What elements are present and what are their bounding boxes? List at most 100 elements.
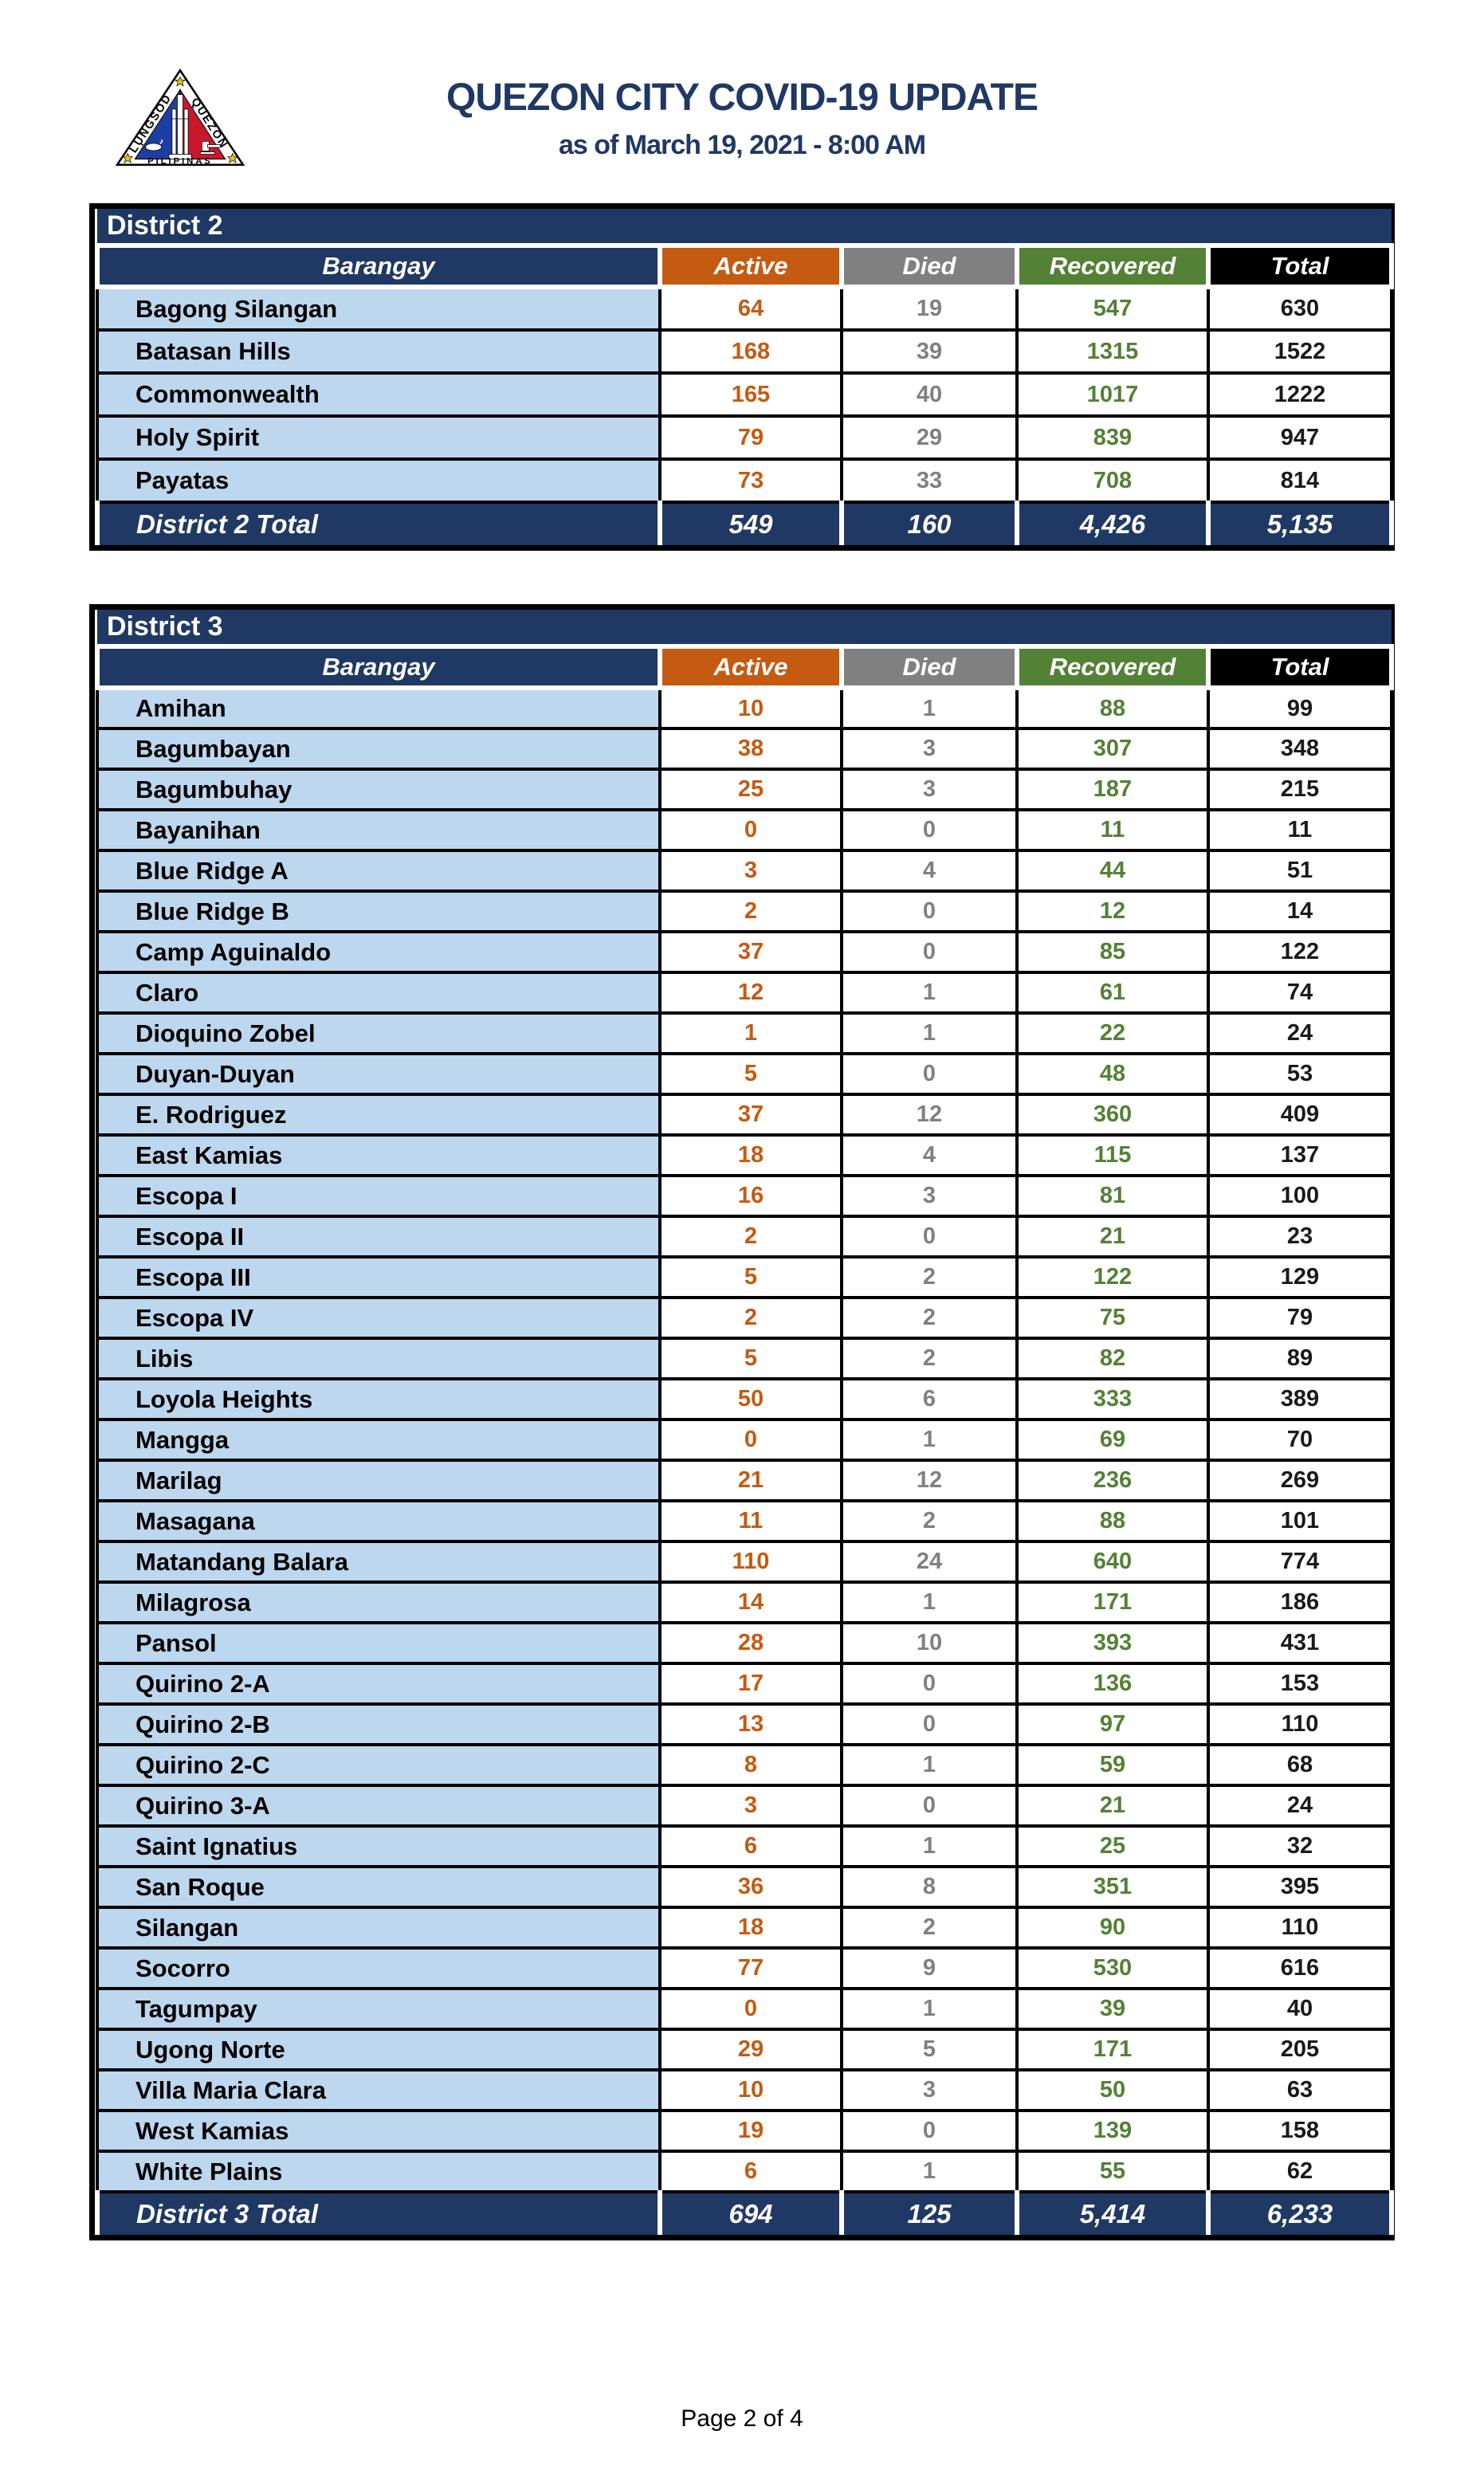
died-cell: 3 <box>840 768 1019 811</box>
barangay-cell: Socorro <box>96 1946 662 1990</box>
died-cell: 1 <box>840 1824 1019 1868</box>
table-row: Pansol 28 10 393 431 <box>96 1621 1393 1665</box>
active-cell: 110 <box>658 1540 843 1584</box>
table-row: Bagumbayan 38 3 307 348 <box>96 727 1393 771</box>
active-cell: 21 <box>658 1459 843 1502</box>
died-cell: 0 <box>840 1052 1019 1096</box>
active-cell: 5 <box>658 1052 843 1096</box>
table-row: Blue Ridge B 2 0 12 14 <box>96 889 1393 933</box>
total-cell: 947 <box>1207 414 1393 461</box>
died-cell: 2 <box>840 1906 1019 1950</box>
total-cell: 100 <box>1207 1174 1393 1218</box>
recovered-cell: 11 <box>1015 808 1210 852</box>
died-cell: 1 <box>840 1987 1019 2031</box>
died-cell: 1 <box>840 971 1019 1015</box>
recovered-cell: 351 <box>1015 1865 1210 1909</box>
page-subtitle: as of March 19, 2021 - 8:00 AM <box>558 130 926 160</box>
died-cell: 12 <box>840 1459 1019 1502</box>
barangay-cell: Mangga <box>96 1418 662 1462</box>
died-cell: 19 <box>840 285 1019 332</box>
died-cell: 1 <box>840 1418 1019 1462</box>
barangay-cell: Escopa III <box>96 1255 662 1299</box>
died-cell: 9 <box>840 1946 1019 1990</box>
died-cell: 24 <box>840 1540 1019 1584</box>
table-row: Dioquino Zobel 1 1 22 24 <box>96 1011 1393 1055</box>
recovered-cell: 139 <box>1015 2109 1210 2153</box>
total-cell: 348 <box>1207 727 1393 771</box>
active-cell: 50 <box>658 1377 843 1421</box>
column-header-barangay: Barangay <box>95 245 662 289</box>
column-header-row: Barangay Active Died Recovered Total <box>95 245 1394 289</box>
seal-lamp-icon <box>139 139 163 151</box>
active-cell: 18 <box>658 1906 843 1950</box>
table-row: E. Rodriguez 37 12 360 409 <box>96 1093 1393 1137</box>
district-total-row: District 3 Total 694 125 5,414 6,233 <box>95 2190 1394 2235</box>
recovered-cell: 530 <box>1015 1946 1210 1990</box>
barangay-cell: E. Rodriguez <box>96 1093 662 1137</box>
died-cell: 2 <box>840 1255 1019 1299</box>
table-row: Matandang Balara 110 24 640 774 <box>96 1540 1393 1584</box>
barangay-cell: Quirino 3-A <box>96 1784 662 1828</box>
district-total-recovered: 4,426 <box>1015 501 1211 545</box>
recovered-cell: 22 <box>1015 1011 1210 1055</box>
total-cell: 814 <box>1207 457 1393 504</box>
barangay-cell: Milagrosa <box>96 1581 662 1624</box>
recovered-cell: 136 <box>1015 1662 1210 1706</box>
district-total-row: District 2 Total 549 160 4,426 5,135 <box>95 501 1394 545</box>
column-header-died: Died <box>839 245 1019 289</box>
total-cell: 774 <box>1207 1540 1393 1584</box>
died-cell: 0 <box>840 1702 1019 1746</box>
died-cell: 5 <box>840 2028 1019 2071</box>
district-total-died: 125 <box>839 2190 1019 2235</box>
died-cell: 3 <box>840 2068 1019 2112</box>
total-cell: 205 <box>1207 2028 1393 2071</box>
barangay-cell: Loyola Heights <box>96 1377 662 1421</box>
active-cell: 16 <box>658 1174 843 1218</box>
died-cell: 33 <box>840 457 1019 504</box>
active-cell: 8 <box>658 1743 843 1787</box>
barangay-cell: Quirino 2-C <box>96 1743 662 1787</box>
barangay-cell: Tagumpay <box>96 1987 662 2031</box>
barangay-cell: Camp Aguinaldo <box>96 930 662 974</box>
total-cell: 122 <box>1207 930 1393 974</box>
barangay-cell: Bagumbayan <box>96 727 662 771</box>
district-total-active: 549 <box>658 501 844 545</box>
column-header-total: Total <box>1206 245 1394 289</box>
table-row: Escopa III 5 2 122 129 <box>96 1255 1393 1299</box>
barangay-cell: Duyan-Duyan <box>96 1052 662 1096</box>
table-row: Claro 12 1 61 74 <box>96 971 1393 1015</box>
died-cell: 1 <box>840 1743 1019 1787</box>
died-cell: 0 <box>840 889 1019 933</box>
total-cell: 74 <box>1207 971 1393 1015</box>
table-row: Libis 5 2 82 89 <box>96 1337 1393 1380</box>
total-cell: 129 <box>1207 1255 1393 1299</box>
table-row: Blue Ridge A 3 4 44 51 <box>96 849 1393 893</box>
recovered-cell: 48 <box>1015 1052 1210 1096</box>
active-cell: 17 <box>658 1662 843 1706</box>
died-cell: 2 <box>840 1499 1019 1543</box>
table-row: San Roque 36 8 351 395 <box>96 1865 1393 1909</box>
total-cell: 1222 <box>1207 371 1393 418</box>
barangay-cell: White Plains <box>96 2150 662 2193</box>
recovered-cell: 88 <box>1015 686 1210 730</box>
active-cell: 1 <box>658 1011 843 1055</box>
district-total-died: 160 <box>839 501 1019 545</box>
active-cell: 37 <box>658 1093 843 1137</box>
active-cell: 11 <box>658 1499 843 1543</box>
barangay-cell: Batasan Hills <box>96 328 662 375</box>
barangay-cell: Escopa II <box>96 1215 662 1259</box>
recovered-cell: 85 <box>1015 930 1210 974</box>
table-row: Mangga 0 1 69 70 <box>96 1418 1393 1462</box>
barangay-cell: West Kamias <box>96 2109 662 2153</box>
recovered-cell: 90 <box>1015 1906 1210 1950</box>
active-cell: 165 <box>658 371 843 418</box>
seal-monument-icon <box>168 94 192 160</box>
died-cell: 0 <box>840 1784 1019 1828</box>
total-cell: 395 <box>1207 1865 1393 1909</box>
died-cell: 0 <box>840 1215 1019 1259</box>
recovered-cell: 21 <box>1015 1215 1210 1259</box>
barangay-cell: Dioquino Zobel <box>96 1011 662 1055</box>
total-cell: 70 <box>1207 1418 1393 1462</box>
active-cell: 12 <box>658 971 843 1015</box>
